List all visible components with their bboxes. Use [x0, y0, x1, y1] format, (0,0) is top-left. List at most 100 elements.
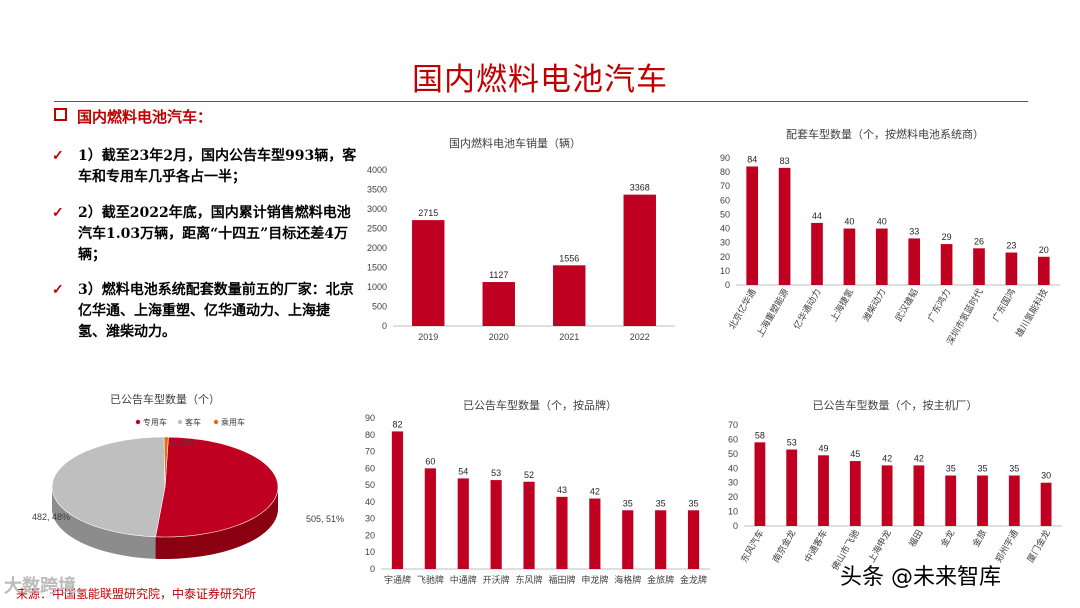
x-tick-label: 金龙牌	[680, 574, 707, 585]
y-tick-label: 10	[728, 507, 738, 517]
bar	[746, 166, 759, 285]
y-tick-label: 500	[372, 302, 387, 312]
data-label: 52	[524, 470, 534, 480]
legend-label: 客车	[185, 417, 201, 427]
vehicle-type-pie-svg: 已公告车型数量（个） 专用车 客车 乘用车 505, 51% 482, 48% 6, 1%	[32, 392, 344, 559]
x-tick-label: 中通牌	[450, 574, 477, 585]
y-tick-label: 60	[720, 195, 730, 205]
bar	[843, 228, 856, 285]
x-tick-label: 2020	[489, 332, 509, 342]
sales-chart-svg: 国内燃料电池车销量（辆） 0 500 1000 1500 2000 2500 3000 3500…	[367, 136, 675, 342]
x-tick-label: 上海重塑能源	[754, 287, 791, 339]
bar	[881, 465, 893, 526]
data-label: 58	[755, 430, 765, 440]
data-label: 40	[877, 217, 887, 227]
bullet-item-3: ✓ 3）燃料电池系统配套数量前五的厂家：北京亿华通、上海重塑、亿华通动力、上海捷…	[52, 280, 357, 343]
bar	[1040, 482, 1052, 526]
legend-marker	[135, 419, 141, 425]
data-label: 45	[850, 449, 860, 459]
x-tick-label: 申龙牌	[581, 574, 608, 585]
data-label: 33	[909, 226, 919, 236]
bar	[811, 222, 823, 285]
y-tick-label: 10	[720, 266, 730, 276]
system-supplier-chart: 配套车型数量（个，按燃料电池系统商） 0 10 20 30 40 50 60 70 80 90 84 北…	[700, 122, 1070, 362]
data-label: 30	[1041, 471, 1051, 481]
page-title: 国内燃料电池汽车	[412, 62, 668, 98]
y-tick-label: 70	[728, 420, 738, 430]
bar	[482, 282, 515, 326]
chart-title: 已公告车型数量（个）	[110, 392, 220, 406]
bar	[457, 478, 469, 569]
pie-data-label: 482, 48%	[32, 512, 70, 522]
y-tick-label: 50	[720, 209, 730, 219]
bar	[655, 510, 667, 569]
y-tick-label: 20	[720, 252, 730, 262]
checkmark-icon: ✓	[52, 148, 64, 164]
x-tick-label: 海格牌	[614, 574, 641, 585]
y-tick-label: 40	[365, 497, 375, 507]
data-label: 83	[780, 156, 790, 166]
x-tick-label: 广东鸿力	[925, 287, 953, 324]
x-tick-label: 亿华通动力	[791, 287, 823, 331]
pie-slice	[163, 436, 169, 488]
chart-title: 国内燃料电池车销量（辆）	[449, 136, 581, 150]
bullet-text-1: 1）截至23年2月，国内公告车型993辆，客车和专用车几乎各占一半；	[78, 148, 357, 185]
y-tick-label: 0	[382, 321, 387, 331]
y-tick-label: 4000	[367, 165, 387, 175]
bar	[1037, 256, 1050, 285]
data-label: 42	[882, 453, 892, 463]
bar	[977, 475, 988, 526]
bar	[589, 498, 601, 569]
data-label: 42	[590, 487, 600, 497]
watermark-left: 大数跨境	[4, 576, 76, 597]
bar	[490, 480, 502, 569]
legend-label: 乘用车	[221, 417, 245, 427]
bar	[973, 248, 985, 285]
data-label: 35	[623, 498, 633, 508]
bar	[622, 510, 634, 569]
data-label: 84	[747, 154, 757, 164]
y-tick-label: 20	[728, 492, 738, 502]
y-tick-label: 90	[720, 153, 730, 163]
x-tick-label: 金旅牌	[647, 574, 674, 585]
bar	[1005, 252, 1018, 285]
x-tick-label: 福田	[906, 528, 925, 549]
checkmark-icon: ✓	[52, 205, 64, 221]
bar	[908, 238, 921, 285]
x-tick-label: 南京金龙	[770, 528, 798, 565]
x-tick-label: 上海捷氢	[828, 287, 856, 324]
x-tick-label: 福田牌	[548, 574, 575, 585]
oem-chart-svg: 已公告车型数量（个，按主机厂） 0 10 20 30 40 50 60 70 58 东风汽车 53 南京…	[728, 398, 1062, 572]
x-tick-label: 广东国鸿	[990, 287, 1018, 324]
y-tick-label: 30	[720, 238, 730, 248]
legend-label: 专用车	[143, 417, 167, 427]
x-tick-label: 潍柴动力	[860, 287, 888, 324]
data-label: 35	[656, 498, 666, 508]
square-bullet-icon	[54, 108, 67, 121]
y-tick-label: 30	[728, 478, 738, 488]
brand-chart-svg: 已公告车型数量（个，按品牌） 0 10 20 30 40 50 60 70 80 90 82 宇通牌 60…	[365, 398, 710, 585]
pie-slice	[51, 436, 166, 538]
y-tick-label: 0	[370, 564, 375, 574]
bar	[786, 449, 798, 526]
bar	[553, 265, 586, 326]
y-tick-label: 70	[720, 181, 730, 191]
data-label: 53	[491, 468, 501, 478]
bar	[391, 431, 404, 569]
y-tick-label: 60	[728, 434, 738, 444]
bar	[412, 220, 445, 326]
x-tick-label: 中通客车	[802, 528, 830, 565]
y-tick-label: 3000	[367, 204, 387, 214]
bar	[523, 481, 535, 569]
data-label: 26	[974, 236, 984, 246]
y-tick-label: 0	[725, 280, 730, 290]
y-tick-label: 1500	[367, 263, 387, 273]
pie-data-label: 6, 1%	[171, 437, 194, 447]
x-tick-label: 雄川氢能科技	[1013, 287, 1050, 339]
x-tick-label: 开沃牌	[483, 574, 510, 585]
data-label: 82	[392, 419, 402, 429]
y-tick-label: 50	[365, 480, 375, 490]
pie-side	[155, 487, 278, 559]
sales-chart: 国内燃料电池车销量（辆） 0 500 1000 1500 2000 2500 3000 3500…	[345, 128, 685, 358]
data-label: 1556	[559, 253, 579, 263]
